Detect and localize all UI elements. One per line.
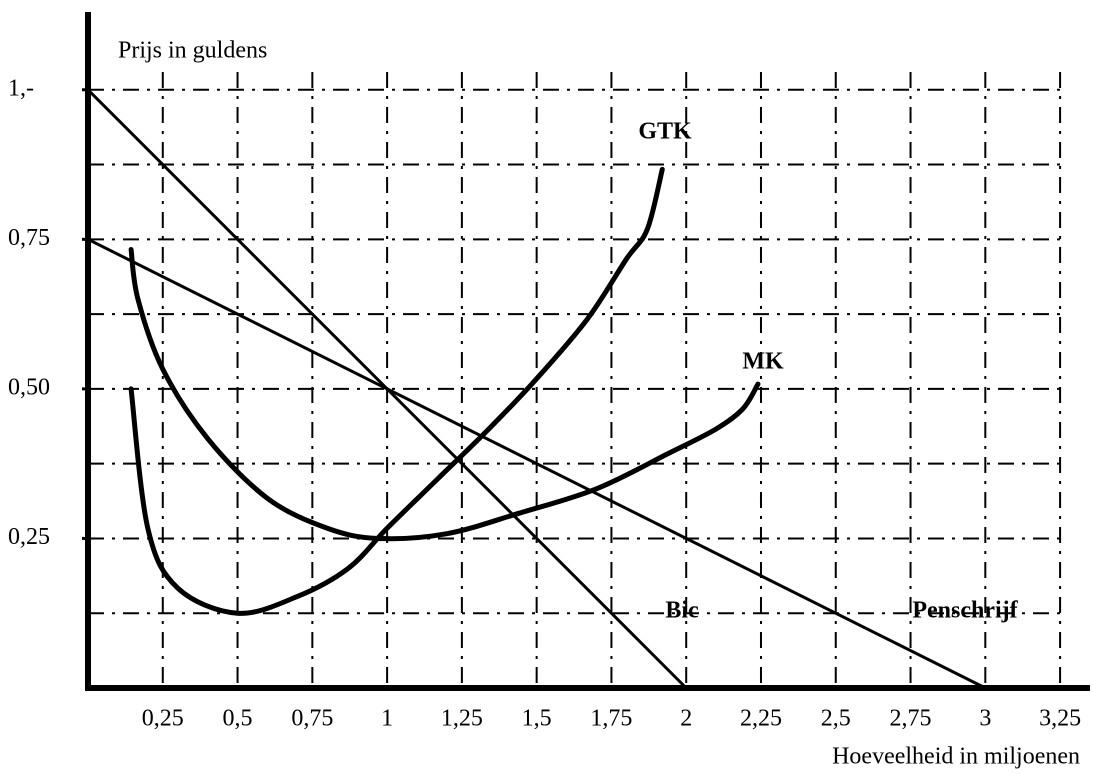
y-tick-label: 0,50 <box>8 374 50 400</box>
x-tick-label: 1 <box>381 706 393 732</box>
x-tick-label: 2,75 <box>890 706 932 732</box>
series-label: MK <box>742 349 784 375</box>
y-axis-title: Prijs in guldens <box>118 38 267 64</box>
y-tick-label: 0,75 <box>8 225 50 251</box>
x-tick-label: 3,25 <box>1039 706 1081 732</box>
x-tick-label: 0,25 <box>142 706 184 732</box>
y-tick-label: 1,- <box>8 75 34 101</box>
x-tick-label: 1,75 <box>590 706 632 732</box>
series-label: Penschrijf <box>912 598 1018 624</box>
x-tick-label: 1,5 <box>522 706 552 732</box>
x-tick-label: 1,25 <box>441 706 483 732</box>
x-tick-label: 0,75 <box>291 706 333 732</box>
y-tick-label: 0,25 <box>8 524 50 550</box>
x-axis-title: Hoeveelheid in miljoenen <box>832 744 1080 770</box>
series-label: Bic <box>665 598 699 624</box>
x-tick-label: 2,5 <box>821 706 851 732</box>
x-tick-label: 2,25 <box>740 706 782 732</box>
x-tick-label: 2 <box>680 706 692 732</box>
x-tick-label: 0,5 <box>223 706 253 732</box>
series-line <box>128 246 761 542</box>
x-tick-label: 3 <box>979 706 991 732</box>
series-label: GTK <box>638 119 692 145</box>
series-line <box>128 166 665 616</box>
series-line <box>86 237 987 690</box>
